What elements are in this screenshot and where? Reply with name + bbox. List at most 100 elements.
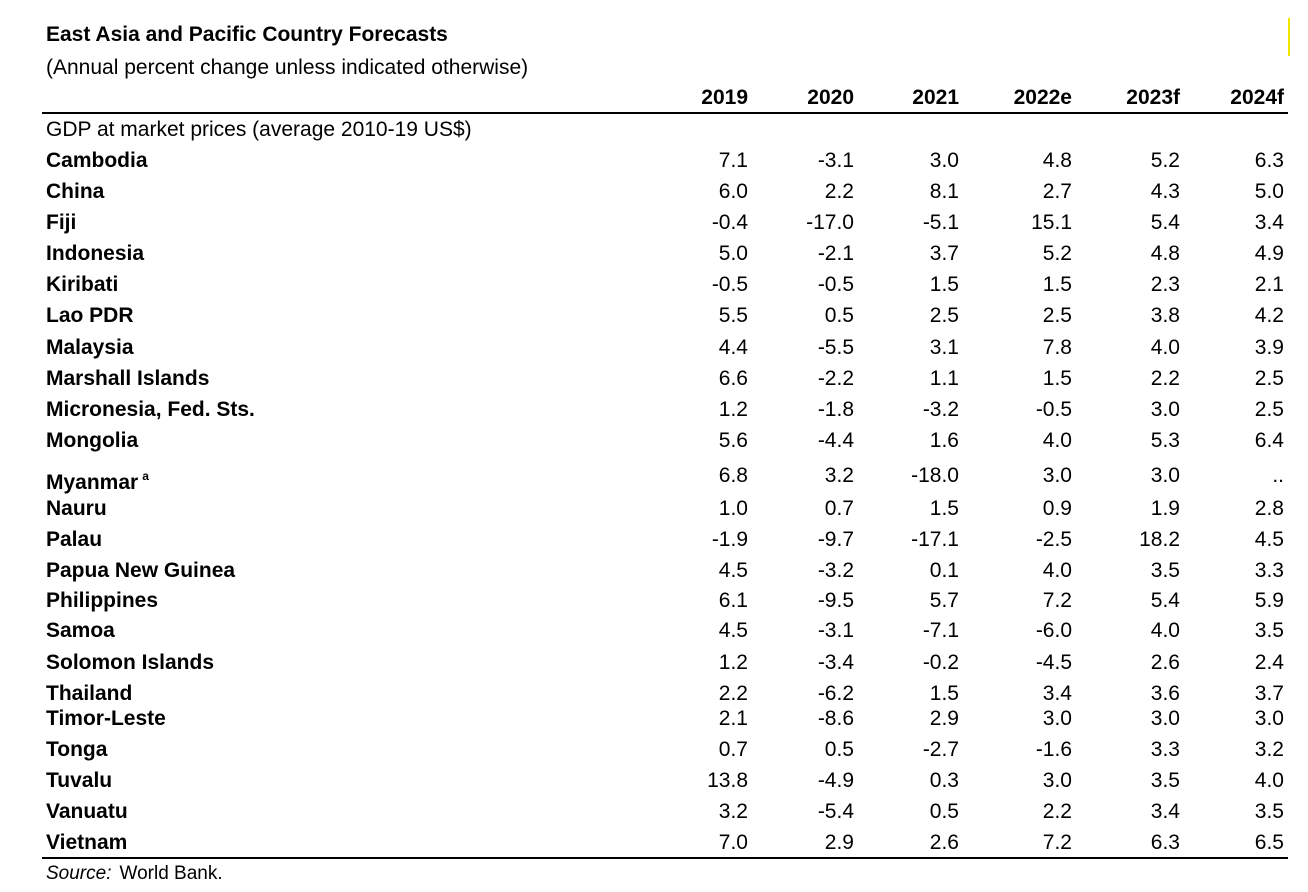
value-cell: 0.5 [929, 800, 959, 823]
value-cell: 3.7 [929, 242, 959, 265]
country-label: Malaysia [46, 336, 134, 359]
value-cell: 5.0 [718, 242, 748, 265]
value-cell: 0.3 [929, 769, 959, 792]
value-cell: 6.1 [718, 589, 748, 612]
value-cell: 1.5 [1042, 367, 1072, 390]
value-cell: -2.2 [817, 367, 854, 390]
table-row: Marshall Islands 6.6 -2.2 1.1 1.5 2.2 2.5 [0, 366, 1308, 392]
value-cell: 3.7 [1254, 682, 1284, 705]
table-row: Fiji -0.4 -17.0 -5.1 15.1 5.4 3.4 [0, 210, 1308, 236]
value-cell: 2.2 [1150, 367, 1180, 390]
value-cell: 13.8 [707, 769, 748, 792]
value-cell: 4.3 [1150, 180, 1180, 203]
value-cell: 3.0 [1150, 464, 1180, 487]
table-row: Thailand 2.2 -6.2 1.5 3.4 3.6 3.7 [0, 681, 1308, 707]
country-label: Fiji [46, 211, 77, 234]
country-name: Philippines [46, 588, 158, 614]
country-label: Micronesia, Fed. Sts. [46, 398, 255, 421]
country-label: Vietnam [46, 831, 128, 854]
value-cell: 6.4 [1254, 429, 1284, 452]
value-cell: 4.9 [1254, 242, 1284, 265]
table-row: Micronesia, Fed. Sts. 1.2 -1.8 -3.2 -0.5 3.0 2… [0, 397, 1308, 423]
value-cell: 2.5 [1042, 304, 1072, 327]
table-row: Vanuatu 3.2 -5.4 0.5 2.2 3.4 3.5 [0, 799, 1308, 825]
value-cell: 5.4 [1150, 589, 1180, 612]
table-row: Tonga 0.7 0.5 -2.7 -1.6 3.3 3.2 [0, 737, 1308, 763]
value-cell: 6.3 [1254, 149, 1284, 172]
country-label: Palau [46, 528, 103, 551]
value-cell: 3.4 [1150, 800, 1180, 823]
value-cell: 4.5 [1254, 528, 1284, 551]
value-cell: -4.9 [817, 769, 854, 792]
table-row: Papua New Guinea 4.5 -3.2 0.1 4.0 3.5 3.3 [0, 558, 1308, 584]
country-label: Tonga [46, 738, 108, 761]
value-cell: 1.5 [929, 682, 959, 705]
value-cell: 2.1 [718, 707, 748, 730]
country-label: Timor-Leste [46, 707, 166, 730]
value-cell: 2.2 [1042, 800, 1072, 823]
year-header-row: 2019 2020 2021 2022e 2023f 2024f [0, 85, 1308, 111]
value-cell: -2.1 [817, 242, 854, 265]
value-cell: 5.5 [718, 304, 748, 327]
value-cell: 2.9 [824, 831, 854, 854]
value-cell: 1.9 [1150, 497, 1180, 520]
table-row: China 6.0 2.2 8.1 2.7 4.3 5.0 [0, 179, 1308, 205]
value-cell: -5.1 [922, 211, 959, 234]
table-row: Tuvalu 13.8 -4.9 0.3 3.0 3.5 4.0 [0, 768, 1308, 794]
value-cell: 0.9 [1042, 497, 1072, 520]
value-cell: 4.4 [718, 336, 748, 359]
value-cell: 1.0 [718, 497, 748, 520]
value-cell: 3.0 [1042, 769, 1072, 792]
value-cell: 5.2 [1150, 149, 1180, 172]
value-cell: 3.0 [1042, 464, 1072, 487]
year-header: 2019 [701, 86, 748, 109]
value-cell: -0.2 [922, 651, 959, 674]
value-cell: 5.0 [1254, 180, 1284, 203]
header-rule [42, 112, 1288, 114]
value-cell: -1.9 [711, 528, 748, 551]
value-cell: 3.5 [1254, 800, 1284, 823]
table-row: Indonesia 5.0 -2.1 3.7 5.2 4.8 4.9 [0, 241, 1308, 267]
value-cell: -1.8 [817, 398, 854, 421]
footnote-marker: a [142, 469, 149, 483]
value-cell: 7.8 [1042, 336, 1072, 359]
country-label: Papua New Guinea [46, 559, 236, 582]
value-cell: 3.0 [1254, 707, 1284, 730]
table-row: Myanmar a 6.8 3.2 -18.0 3.0 3.0.. [0, 463, 1308, 494]
value-cell: 1.2 [718, 651, 748, 674]
value-cell: 0.7 [824, 497, 854, 520]
edge-marker [1288, 18, 1290, 56]
value-cell: 5.2 [1042, 242, 1072, 265]
value-cell: -0.5 [817, 273, 854, 296]
value-cell: 2.8 [1254, 497, 1284, 520]
table-row: Vietnam 7.0 2.9 2.6 7.2 6.3 6.5 [0, 830, 1308, 856]
country-name: Nauru [46, 496, 107, 522]
country-name: Malaysia [46, 335, 134, 361]
value-cell: -0.5 [1035, 398, 1072, 421]
value-cell: 4.5 [718, 619, 748, 642]
value-cell: 7.0 [718, 831, 748, 854]
value-cell: 0.7 [718, 738, 748, 761]
value-cell: 7.2 [1042, 589, 1072, 612]
source-text: World Bank. [119, 863, 223, 884]
country-label: Vanuatu [46, 800, 128, 823]
value-cell: 7.1 [718, 149, 748, 172]
value-cell: -9.7 [817, 528, 854, 551]
table-row: Timor-Leste 2.1 -8.6 2.9 3.0 3.0 3.0 [0, 706, 1308, 732]
value-cell: 1.5 [1042, 273, 1072, 296]
value-cell: 5.7 [929, 589, 959, 612]
value-cell: 3.2 [824, 464, 854, 487]
value-cell: -3.2 [817, 559, 854, 582]
value-cell: 3.6 [1150, 682, 1180, 705]
value-cell: 3.3 [1254, 559, 1284, 582]
value-cell: 2.5 [1254, 398, 1284, 421]
value-cell: -5.5 [817, 336, 854, 359]
country-name: Kiribati [46, 272, 118, 298]
value-cell: 4.5 [718, 559, 748, 582]
country-name: Marshall Islands [46, 366, 209, 392]
country-label: Tuvalu [46, 769, 113, 792]
table-row: Nauru 1.0 0.7 1.5 0.9 1.9 2.8 [0, 496, 1308, 522]
value-cell: 4.0 [1150, 619, 1180, 642]
country-label: Mongolia [46, 429, 139, 452]
country-name: Samoa [46, 618, 115, 644]
